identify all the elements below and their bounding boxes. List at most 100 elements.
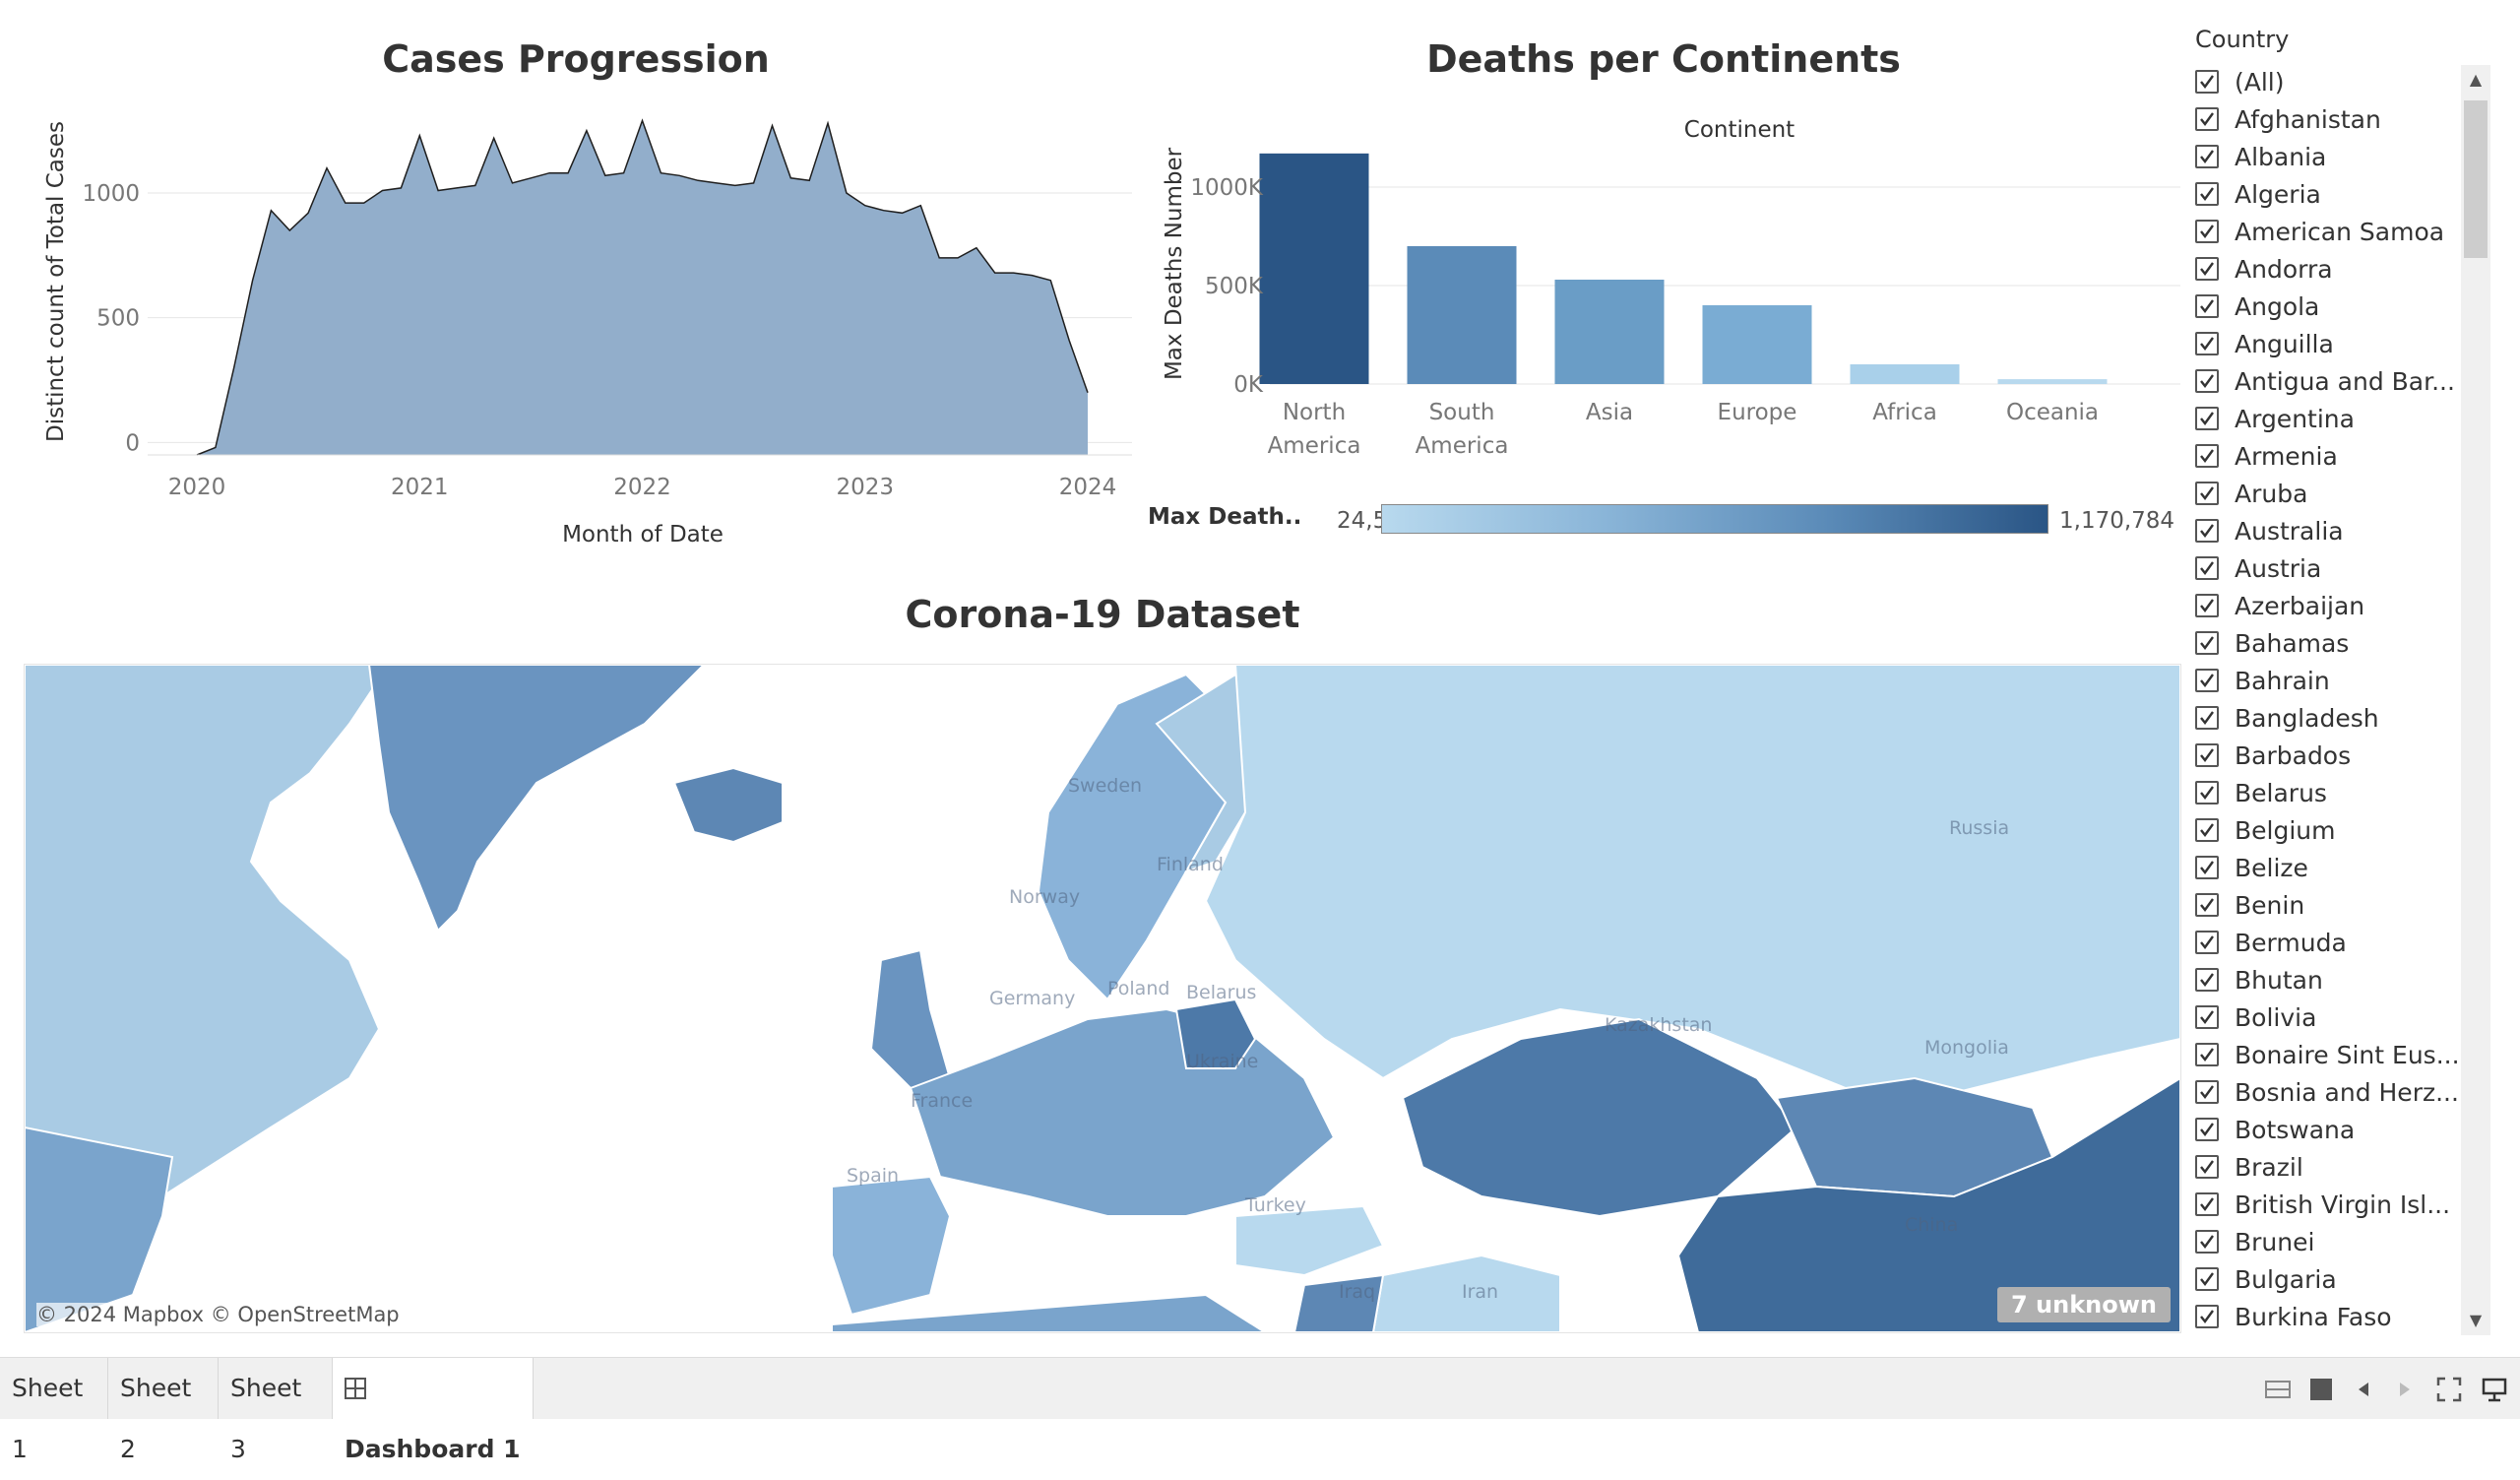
deaths-per-continent-chart[interactable]: Continent 0K 500K 1000K North America South A…	[1142, 108, 2195, 473]
country-filter-item[interactable]: Austria	[2195, 549, 2490, 587]
country-filter-item[interactable]: Belize	[2195, 849, 2490, 886]
checkbox-checked-icon[interactable]	[2195, 519, 2219, 543]
country-filter-item[interactable]: Benin	[2195, 886, 2490, 924]
checkbox-checked-icon[interactable]	[2195, 482, 2219, 505]
country-filter-item[interactable]: Bahrain	[2195, 662, 2490, 699]
cases-x-tick-label: 2020	[168, 475, 226, 500]
checkbox-checked-icon[interactable]	[2195, 931, 2219, 954]
country-filter-item[interactable]: Argentina	[2195, 400, 2490, 437]
checkbox-checked-icon[interactable]	[2195, 70, 2219, 94]
country-filter-label: Bermuda	[2235, 928, 2347, 957]
checkbox-checked-icon[interactable]	[2195, 781, 2219, 804]
filmstrip-view-icon[interactable]	[2307, 1376, 2335, 1403]
country-filter-item[interactable]: Barbados	[2195, 737, 2490, 774]
country-filter-item[interactable]: Bhutan	[2195, 961, 2490, 998]
next-sheet-icon[interactable]	[2390, 1376, 2418, 1403]
checkbox-checked-icon[interactable]	[2195, 1230, 2219, 1254]
presentation-mode-icon[interactable]	[2481, 1376, 2508, 1403]
country-filter-label: Azerbaijan	[2235, 591, 2365, 620]
scroll-down-icon[interactable]: ▼	[2469, 1311, 2483, 1329]
checkbox-checked-icon[interactable]	[2195, 968, 2219, 992]
checkbox-checked-icon[interactable]	[2195, 856, 2219, 879]
country-filter-item[interactable]: Afghanistan	[2195, 100, 2490, 138]
checkbox-checked-icon[interactable]	[2195, 556, 2219, 580]
grid-view-icon[interactable]	[2264, 1376, 2292, 1403]
country-filter-item[interactable]: Bosnia and Herz...	[2195, 1073, 2490, 1111]
checkbox-checked-icon[interactable]	[2195, 1155, 2219, 1179]
unknown-locations-badge[interactable]: 7 unknown	[1996, 1287, 2171, 1322]
country-filter-item[interactable]: Andorra	[2195, 250, 2490, 288]
checkbox-checked-icon[interactable]	[2195, 893, 2219, 917]
country-filter-item[interactable]: Bonaire Sint Eus...	[2195, 1036, 2490, 1073]
deaths-bar[interactable]	[1997, 379, 2108, 384]
cases-progression-chart[interactable]: 0 500 1000 2020 2021 2022 2023 2024 Distinct c…	[0, 89, 1142, 561]
deaths-bar[interactable]	[1259, 153, 1369, 384]
checkbox-checked-icon[interactable]	[2195, 743, 2219, 767]
country-filter-item[interactable]: Belgium	[2195, 811, 2490, 849]
checkbox-checked-icon[interactable]	[2195, 1192, 2219, 1216]
country-filter-item[interactable]: Burkina Faso	[2195, 1298, 2490, 1331]
checkbox-checked-icon[interactable]	[2195, 1043, 2219, 1066]
scroll-up-icon[interactable]: ▲	[2469, 70, 2483, 89]
country-filter-label: Belize	[2235, 853, 2308, 882]
deaths-bar[interactable]	[1850, 364, 1960, 384]
scrollbar-thumb[interactable]	[2464, 100, 2488, 258]
country-filter-item[interactable]: Anguilla	[2195, 325, 2490, 362]
country-filter-item[interactable]: Belarus	[2195, 774, 2490, 811]
checkbox-checked-icon[interactable]	[2195, 1118, 2219, 1141]
country-filter-item[interactable]: Bahamas	[2195, 624, 2490, 662]
filter-scrollbar[interactable]: ▲ ▼	[2461, 65, 2490, 1335]
checkbox-checked-icon[interactable]	[2195, 594, 2219, 617]
country-filter-item[interactable]: Armenia	[2195, 437, 2490, 475]
checkbox-checked-icon[interactable]	[2195, 369, 2219, 393]
country-filter-item[interactable]: (All)	[2195, 63, 2490, 100]
checkbox-checked-icon[interactable]	[2195, 1080, 2219, 1104]
checkbox-checked-icon[interactable]	[2195, 107, 2219, 131]
tab-sheet-3[interactable]: Sheet 3	[219, 1358, 333, 1463]
fullscreen-icon[interactable]	[2435, 1376, 2463, 1403]
checkbox-checked-icon[interactable]	[2195, 1005, 2219, 1029]
checkbox-checked-icon[interactable]	[2195, 182, 2219, 206]
checkbox-checked-icon[interactable]	[2195, 669, 2219, 692]
color-legend-gradient	[1381, 504, 2048, 534]
checkbox-checked-icon[interactable]	[2195, 444, 2219, 468]
country-filter-item[interactable]: Bulgaria	[2195, 1260, 2490, 1298]
country-filter-item[interactable]: Bermuda	[2195, 924, 2490, 961]
checkbox-checked-icon[interactable]	[2195, 818, 2219, 842]
previous-sheet-icon[interactable]	[2351, 1376, 2378, 1403]
checkbox-checked-icon[interactable]	[2195, 220, 2219, 243]
tab-dashboard-1[interactable]: Dashboard 1	[333, 1358, 534, 1463]
checkbox-checked-icon[interactable]	[2195, 145, 2219, 168]
checkbox-checked-icon[interactable]	[2195, 332, 2219, 355]
checkbox-checked-icon[interactable]	[2195, 407, 2219, 430]
country-filter-item[interactable]: Angola	[2195, 288, 2490, 325]
deaths-bar[interactable]	[1554, 280, 1665, 384]
checkbox-checked-icon[interactable]	[2195, 1267, 2219, 1291]
country-filter-item[interactable]: Brazil	[2195, 1148, 2490, 1186]
choropleth-map[interactable]: Sweden Finland Norway Russia Belarus Germany P…	[24, 664, 2181, 1333]
deaths-x-tick-label: South America	[1416, 400, 1509, 459]
country-filter-item[interactable]: Botswana	[2195, 1111, 2490, 1148]
country-filter-item[interactable]: Bangladesh	[2195, 699, 2490, 737]
checkbox-checked-icon[interactable]	[2195, 706, 2219, 730]
country-filter-item[interactable]: Azerbaijan	[2195, 587, 2490, 624]
checkbox-checked-icon[interactable]	[2195, 631, 2219, 655]
tab-sheet-2[interactable]: Sheet 2	[108, 1358, 219, 1463]
country-filter-item[interactable]: American Samoa	[2195, 213, 2490, 250]
country-filter-item[interactable]: Brunei	[2195, 1223, 2490, 1260]
country-filter-item[interactable]: Albania	[2195, 138, 2490, 175]
checkbox-checked-icon[interactable]	[2195, 257, 2219, 281]
deaths-bar[interactable]	[1702, 305, 1812, 384]
country-filter-item[interactable]: British Virgin Isl...	[2195, 1186, 2490, 1223]
country-filter-item[interactable]: Algeria	[2195, 175, 2490, 213]
country-filter-item[interactable]: Antigua and Bar...	[2195, 362, 2490, 400]
cases-x-tick-label: 2021	[391, 475, 449, 500]
tab-sheet-1[interactable]: Sheet 1	[0, 1358, 108, 1463]
deaths-bar[interactable]	[1407, 246, 1517, 384]
country-filter-item[interactable]: Bolivia	[2195, 998, 2490, 1036]
map-credit[interactable]: © 2024 Mapbox © OpenStreetMap	[36, 1303, 400, 1326]
checkbox-checked-icon[interactable]	[2195, 1305, 2219, 1328]
country-filter-item[interactable]: Aruba	[2195, 475, 2490, 512]
checkbox-checked-icon[interactable]	[2195, 294, 2219, 318]
country-filter-item[interactable]: Australia	[2195, 512, 2490, 549]
